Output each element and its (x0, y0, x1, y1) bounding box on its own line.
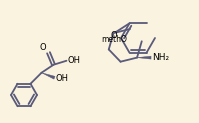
Text: NH₂: NH₂ (152, 53, 169, 62)
Text: methO: methO (101, 35, 127, 44)
Text: OH: OH (67, 56, 81, 65)
Text: O: O (40, 43, 47, 52)
Text: OH: OH (56, 74, 68, 83)
Polygon shape (42, 73, 55, 79)
Text: O: O (110, 31, 117, 40)
Polygon shape (137, 56, 151, 59)
